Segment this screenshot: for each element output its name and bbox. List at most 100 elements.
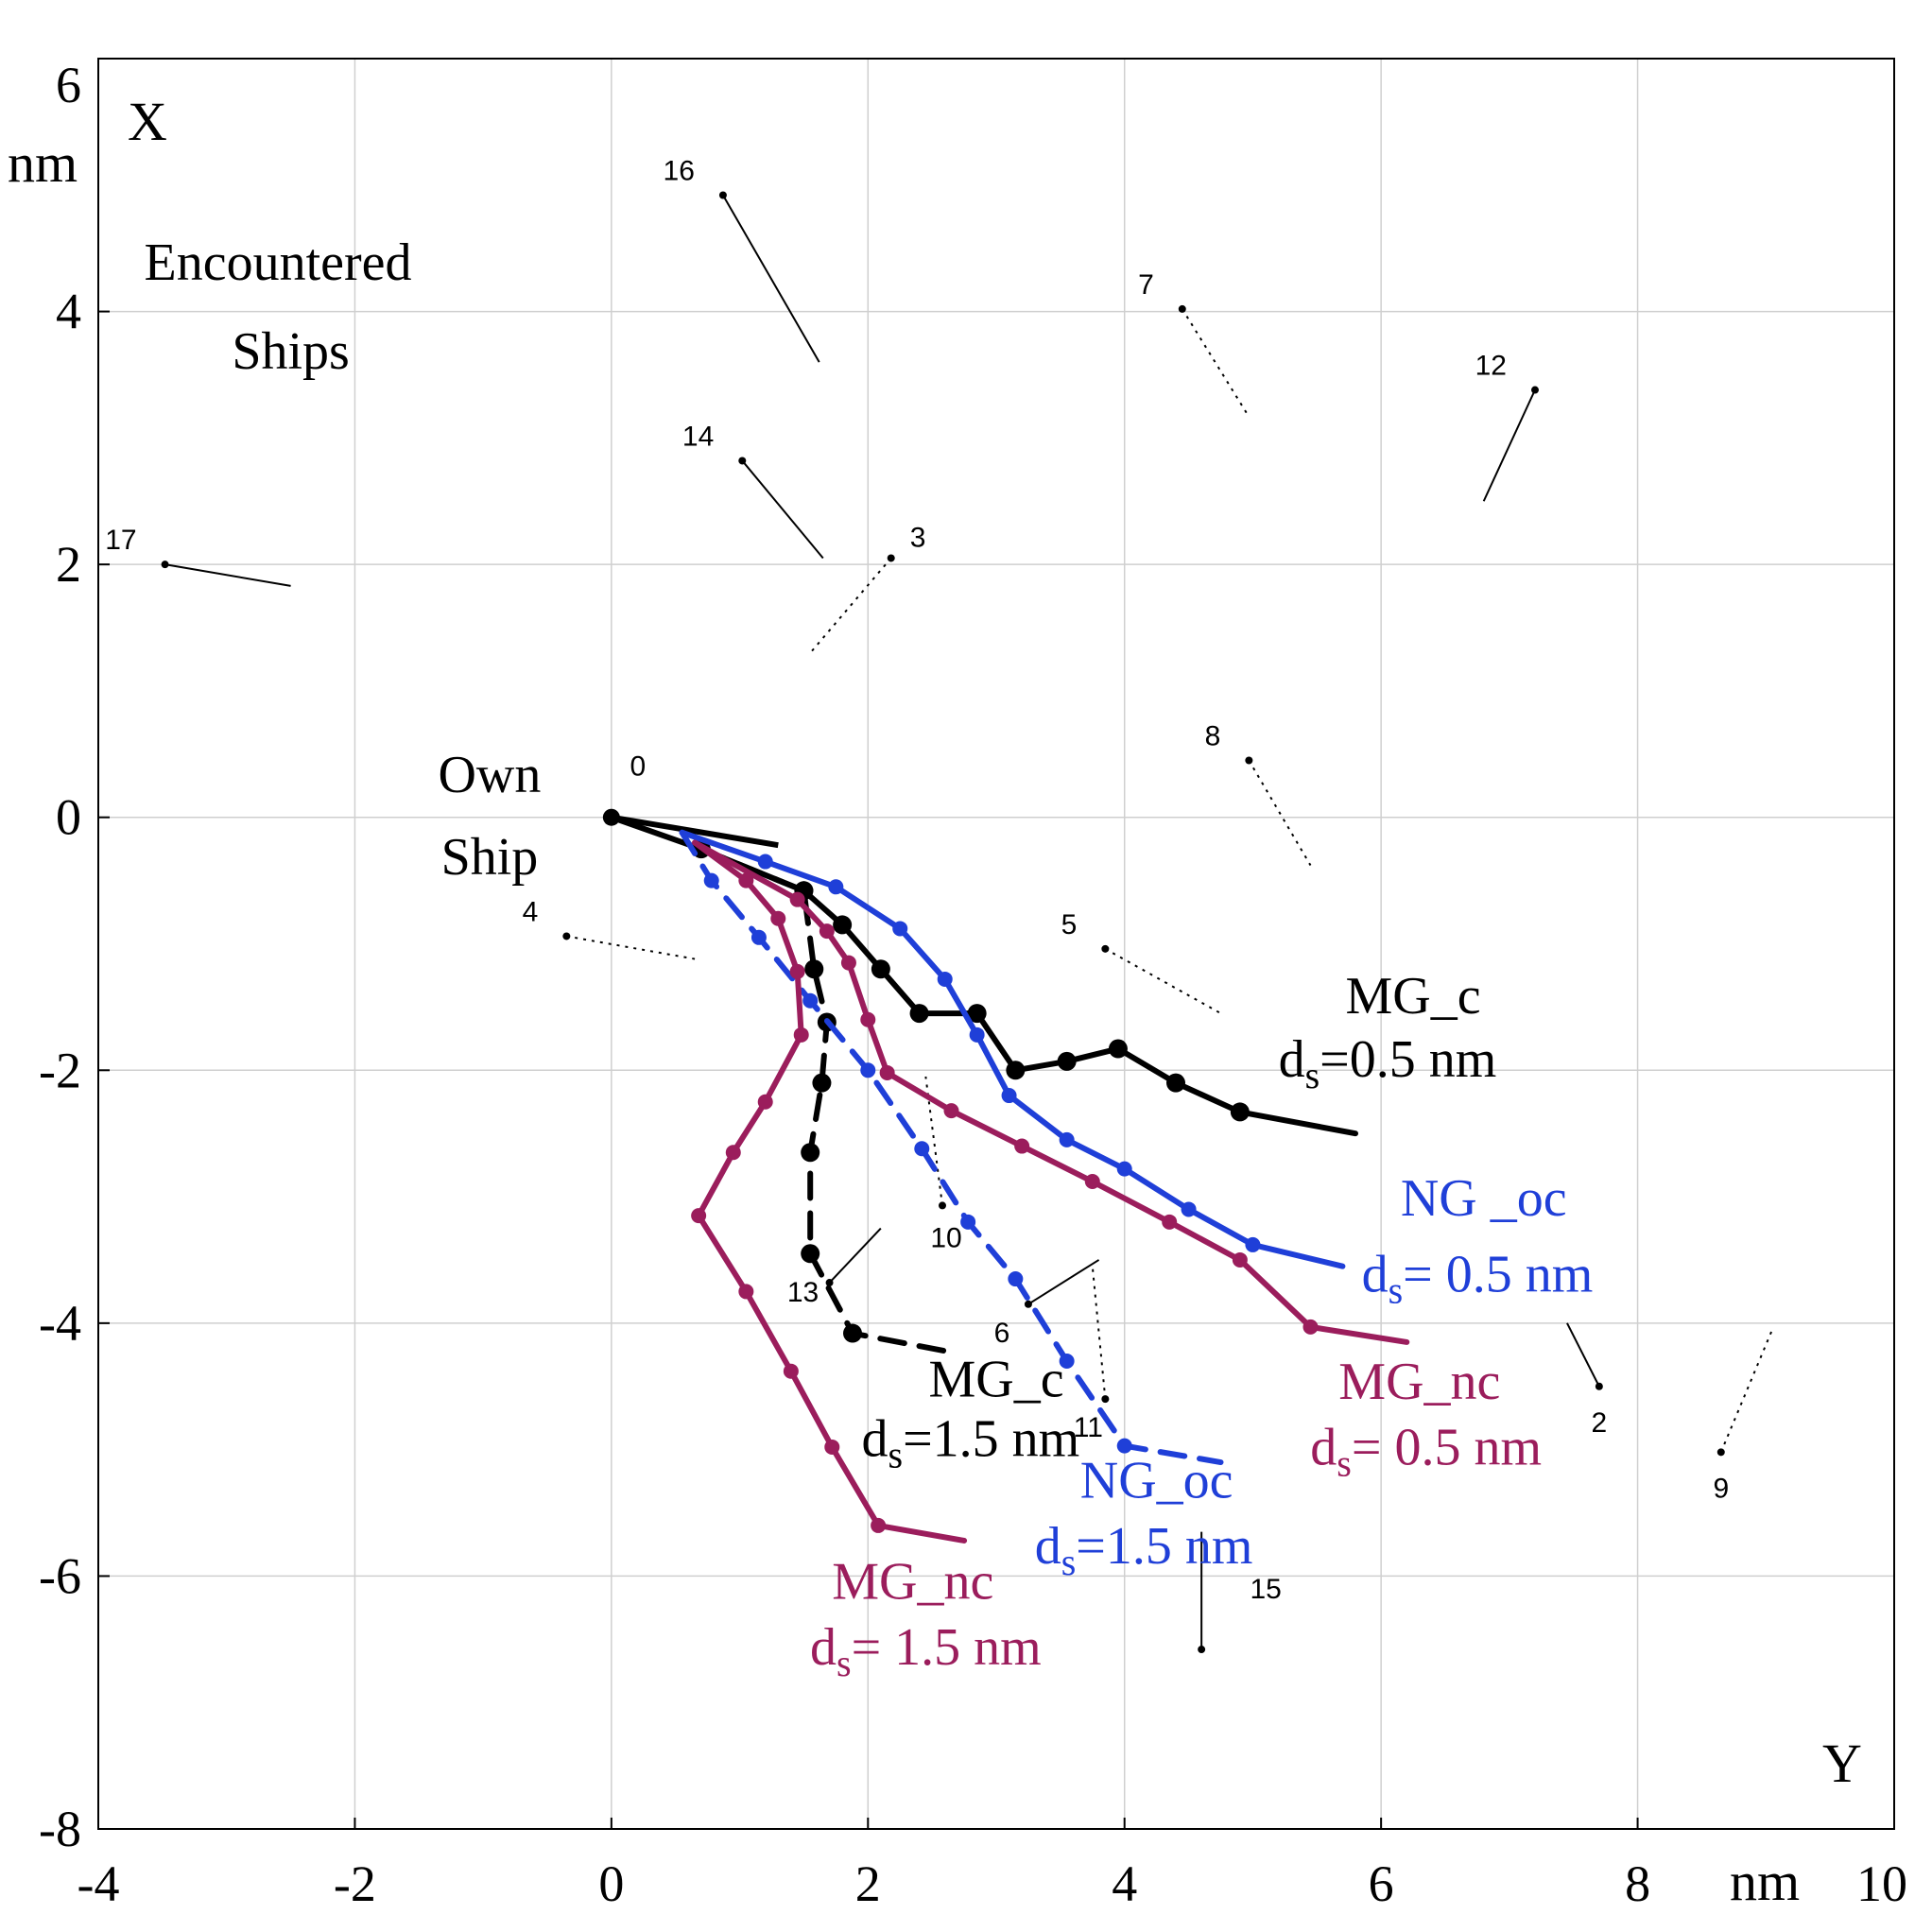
ship-heading-line — [1091, 1266, 1107, 1400]
y-tick-label: 6 — [56, 57, 81, 113]
own-ship-label-line1: Own — [438, 746, 541, 804]
y-tick-label: 0 — [56, 789, 81, 846]
series-point — [1006, 1061, 1026, 1080]
encountered-ships-label-line1: Encountered — [145, 233, 412, 292]
series-point — [757, 1094, 773, 1110]
series-label-ds: ds=1.5 nm — [1035, 1517, 1253, 1583]
ship-13: 13 — [787, 1227, 882, 1308]
series-point — [879, 1064, 895, 1080]
ship-label: 16 — [664, 155, 695, 186]
ship-position-marker — [1101, 944, 1110, 953]
series-point — [770, 910, 786, 926]
x-tick-label: -2 — [334, 1855, 376, 1912]
series-point — [860, 1011, 876, 1027]
series-ng-oc-0-5 — [679, 829, 1346, 1269]
series-mg-nc-0-5 — [692, 839, 1410, 1345]
series-point — [1008, 1271, 1024, 1287]
y-axis-unit: nm — [8, 132, 78, 194]
series-point — [793, 1026, 809, 1043]
series-point — [801, 1143, 820, 1163]
series-label-name: MG_c — [928, 1350, 1063, 1408]
ds-subscript: s — [888, 1433, 903, 1475]
ds-symbol: d — [1279, 1030, 1305, 1089]
series-point — [871, 959, 890, 979]
series-point — [812, 1073, 832, 1093]
x-axis-label: Y — [1822, 1733, 1862, 1794]
ship-label: 0 — [630, 751, 647, 783]
ship-position-marker — [1245, 756, 1253, 765]
encountered-ships: 0 16 7 12 14 3 17 8 4 5 10 13 6 11 2 9 15 — [105, 155, 1773, 1654]
encountered-ships-label-line2: Ships — [232, 322, 350, 381]
ds-subscript: s — [1337, 1442, 1352, 1485]
ds-value: = 1.5 nm — [852, 1618, 1042, 1677]
ship-12: 12 — [1475, 351, 1539, 502]
series-point — [828, 879, 844, 895]
ds-value: = 0.5 nm — [1403, 1245, 1593, 1303]
ship-label: 12 — [1475, 351, 1507, 382]
x-tick-label: 6 — [1369, 1855, 1394, 1912]
series-mg-nc-1-5 — [691, 839, 968, 1544]
series-line — [692, 839, 1410, 1345]
series-line — [679, 829, 1346, 1269]
y-tick-label: 2 — [56, 536, 81, 593]
series-point — [914, 1141, 930, 1157]
series-point — [1116, 1161, 1132, 1177]
ship-heading-line — [1181, 308, 1248, 414]
y-tick-label: 4 — [56, 284, 81, 340]
ship-9: 9 — [1713, 1329, 1773, 1504]
ship-heading-line — [1248, 760, 1312, 867]
series-point — [1232, 1251, 1248, 1268]
ds-symbol: d — [1035, 1517, 1061, 1576]
ship-label: 2 — [1592, 1407, 1608, 1439]
series-label-ds: ds= 0.5 nm — [1310, 1419, 1542, 1485]
ship-label: 13 — [787, 1277, 819, 1308]
series-point — [691, 1208, 707, 1224]
series-label-name: MG_nc — [1338, 1353, 1500, 1411]
ds-subscript: s — [837, 1642, 852, 1684]
series-point — [1108, 1039, 1128, 1059]
ship-position-marker — [939, 1201, 946, 1210]
series-label: MG_cds=0.5 nm — [1279, 967, 1497, 1096]
ship-label: 7 — [1138, 269, 1154, 301]
ship-14: 14 — [682, 421, 824, 560]
ship-position-marker — [562, 932, 571, 940]
ship-position-marker — [1716, 1448, 1725, 1457]
series-point — [937, 971, 953, 987]
series-point — [1057, 1051, 1077, 1071]
ship-label: 3 — [910, 522, 926, 553]
ship-label: 4 — [523, 896, 539, 927]
ship-2: 2 — [1566, 1322, 1608, 1439]
series-point — [960, 1214, 976, 1230]
ship-heading-line — [741, 459, 824, 560]
ship-15: 15 — [1198, 1531, 1282, 1654]
series-point — [1059, 1353, 1075, 1369]
ship-heading-line — [1482, 389, 1536, 502]
series-point — [804, 959, 824, 979]
series-label-ds: ds=1.5 nm — [861, 1409, 1079, 1475]
series-point — [843, 1323, 862, 1343]
series-point — [1302, 1319, 1319, 1335]
series-point — [909, 1004, 929, 1024]
series-point — [783, 1363, 799, 1379]
ds-symbol: d — [861, 1409, 888, 1468]
ds-subscript: s — [1389, 1268, 1404, 1311]
series-point — [703, 872, 719, 888]
series-point — [840, 955, 856, 971]
series-label-ds: ds=0.5 nm — [1279, 1030, 1497, 1096]
series-label-name: NG _oc — [1401, 1169, 1567, 1228]
ship-4: 4 — [523, 896, 696, 960]
ds-symbol: d — [1310, 1419, 1337, 1477]
series-point — [801, 1244, 820, 1264]
x-tick-label: 4 — [1112, 1855, 1137, 1912]
ship-position-marker — [1024, 1300, 1032, 1308]
ds-value: =1.5 nm — [903, 1409, 1079, 1468]
x-tick-label: 8 — [1625, 1855, 1650, 1912]
series-point — [871, 1517, 887, 1533]
x-axis-unit: nm — [1730, 1851, 1800, 1912]
ship-position-marker — [1101, 1395, 1110, 1404]
series-label-ds: ds= 1.5 nm — [810, 1618, 1042, 1684]
ship-16: 16 — [664, 155, 820, 363]
series-point — [738, 872, 754, 888]
